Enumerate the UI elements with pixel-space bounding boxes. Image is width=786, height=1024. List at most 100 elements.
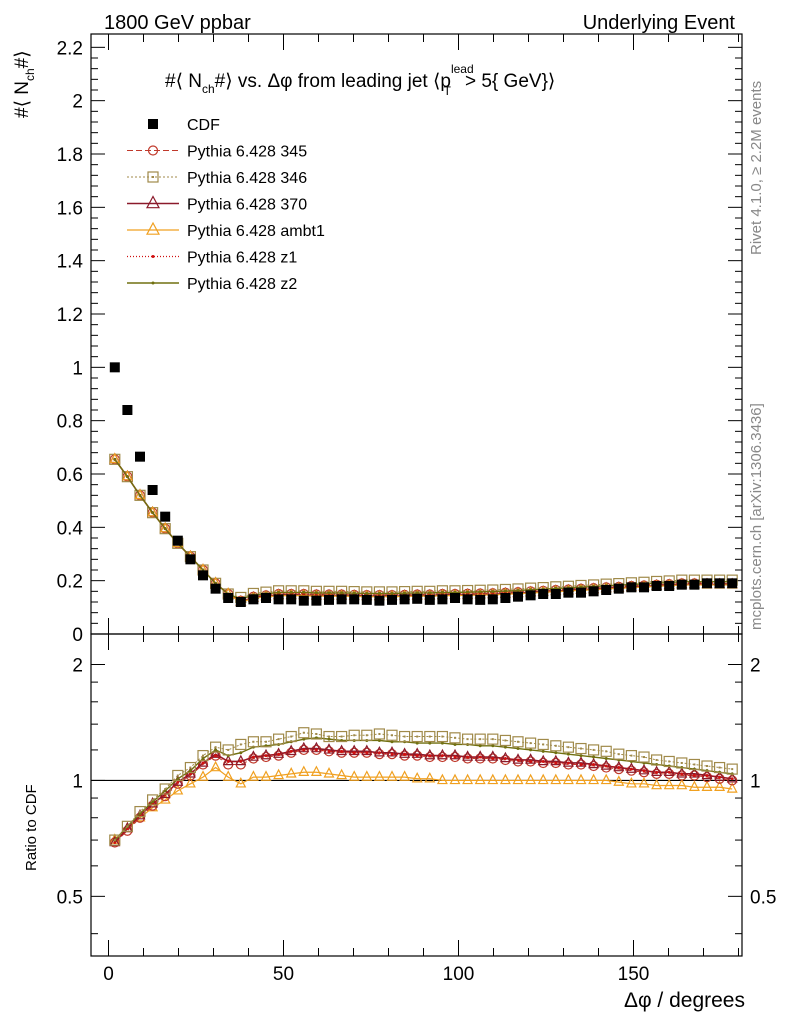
p346-marker-box — [348, 729, 360, 741]
p346-marker-dot — [378, 732, 381, 735]
p370-marker — [323, 743, 335, 754]
p370-marker — [336, 744, 348, 756]
z1-marker — [453, 755, 457, 759]
legend-label-p345: Pythia 6.428 345 — [187, 144, 307, 161]
p346-marker — [449, 732, 461, 744]
p345-marker — [449, 751, 461, 763]
ratio-axes: 0 50 100 150 0.5 0.5 1 1 2 2 — [57, 634, 776, 985]
p345-marker — [260, 751, 272, 763]
p346-marker-dot — [567, 746, 570, 749]
ambt1-marker — [348, 770, 360, 781]
p346-marker-dot — [454, 736, 456, 739]
cdf-point — [525, 590, 536, 601]
top-ytick-label: 1.6 — [57, 198, 83, 219]
p346-marker — [121, 820, 134, 832]
cdf-point — [387, 594, 397, 605]
p346-marker — [537, 738, 549, 751]
p345-marker — [714, 773, 725, 784]
p370-marker — [600, 759, 612, 770]
z2-marker — [176, 777, 180, 781]
p346-marker-box — [512, 736, 524, 748]
p346-marker — [499, 734, 511, 747]
top-ytick-label: 1.4 — [57, 252, 84, 273]
p370-marker — [575, 756, 587, 767]
p345-marker — [626, 765, 637, 776]
z2-marker — [188, 769, 192, 773]
p370-marker — [525, 753, 537, 764]
p346-marker — [235, 738, 247, 751]
ratio-ytick-label-right: 2 — [750, 655, 761, 676]
p346-marker — [688, 758, 701, 771]
p346-marker-dot — [302, 731, 305, 734]
ambt1-marker — [159, 793, 171, 804]
legend-label-cdf: CDF — [187, 117, 220, 134]
ambt1-marker — [298, 765, 310, 777]
z2-marker — [440, 590, 444, 594]
z1-marker — [692, 773, 696, 777]
p346-marker-box — [373, 728, 385, 740]
cdf-point — [399, 594, 410, 605]
p346-marker-box — [222, 744, 234, 756]
cdf-point — [702, 578, 712, 589]
z2-marker — [453, 742, 457, 746]
p345-marker — [475, 753, 486, 764]
cdf-point — [437, 594, 448, 605]
z2-marker — [327, 591, 331, 595]
z2-marker — [503, 589, 507, 593]
rivet-note: Rivet 4.1.0, ≥ 2.2M events — [748, 81, 765, 255]
p346-marker — [172, 769, 184, 782]
p370-marker — [726, 771, 738, 783]
p346-marker-box — [235, 738, 247, 751]
ratio-ytick-label-right: 0.5 — [750, 887, 776, 908]
p346-marker-box — [273, 733, 285, 745]
p346-marker-dot — [416, 735, 419, 738]
cdf-point — [361, 594, 372, 605]
p346-marker — [663, 755, 675, 768]
p346-marker-box — [474, 733, 486, 745]
p346-marker — [197, 749, 209, 762]
cdf-point — [298, 595, 309, 606]
p346-marker-dot — [668, 760, 671, 763]
ambt1-ratio-line — [114, 766, 733, 841]
z1-marker — [352, 751, 356, 755]
p346-marker-dot — [126, 825, 129, 828]
x-tick-label: 50 — [273, 964, 294, 985]
legend-label-p370: Pythia 6.428 370 — [187, 197, 307, 214]
p370-marker — [210, 747, 222, 758]
z2-marker — [491, 744, 495, 748]
z1-marker — [466, 755, 470, 759]
z2-marker — [377, 591, 381, 595]
cdf-point — [185, 554, 196, 565]
p346-marker — [348, 729, 360, 741]
cdf-point — [336, 594, 347, 605]
p346-marker — [159, 783, 171, 795]
p345-marker — [361, 747, 372, 758]
ambt1-marker — [525, 773, 537, 785]
cdf-point — [676, 579, 687, 590]
p346-line — [114, 459, 733, 598]
z2-ratio-line — [114, 737, 733, 841]
p346-marker — [184, 761, 196, 774]
p346-marker — [147, 794, 159, 806]
p346-marker-box — [298, 727, 310, 739]
z2-marker — [566, 752, 570, 756]
top-ytick-label: 0.8 — [57, 412, 83, 433]
cdf-point — [412, 593, 423, 604]
top-ytick-label: 1.8 — [57, 145, 83, 166]
cdf-point — [639, 582, 649, 593]
ratio-ytick-label: 0.5 — [57, 887, 83, 908]
p346-marker-box — [449, 732, 461, 744]
z1-marker — [554, 761, 558, 765]
top-ylabel: #⟨ Nch#⟩ — [12, 50, 37, 118]
p370-marker — [688, 767, 700, 778]
p346-marker-box — [550, 740, 562, 752]
z1-marker — [365, 751, 369, 755]
cdf-point — [462, 594, 473, 605]
cdf-point — [109, 362, 120, 373]
p346-marker — [713, 761, 726, 774]
z2-marker — [289, 590, 293, 594]
top-ytick-label: 1 — [72, 358, 83, 379]
z1-marker — [201, 761, 205, 765]
p346-marker-dot — [189, 766, 192, 769]
cdf-point — [148, 119, 158, 129]
